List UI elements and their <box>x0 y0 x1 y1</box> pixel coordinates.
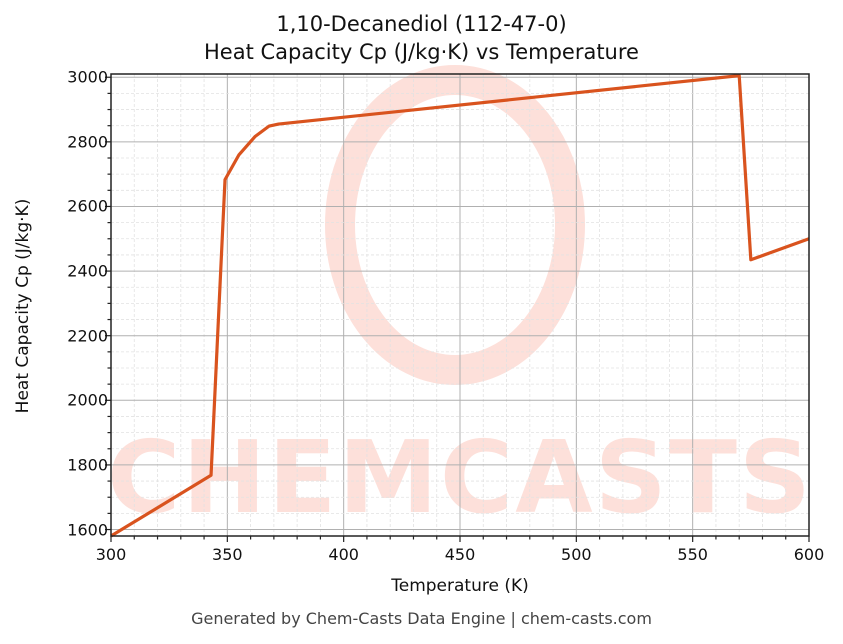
watermark-text: CHEMCASTS <box>107 419 813 536</box>
footer-credit: Generated by Chem-Casts Data Engine | ch… <box>191 609 652 628</box>
x-tick-label: 350 <box>212 545 243 564</box>
chart-title-line1: 1,10-Decanediol (112-47-0) <box>276 12 567 36</box>
x-tick-label: 550 <box>677 545 708 564</box>
watermark-logo-icon <box>325 65 585 385</box>
y-tick-label: 1800 <box>67 455 108 475</box>
x-tick-label: 450 <box>444 545 476 564</box>
y-tick-label: 2200 <box>67 326 108 346</box>
x-tick-label: 300 <box>95 545 127 564</box>
chart-title-line2: Heat Capacity Cp (J/kg·K) vs Temperature <box>204 40 639 64</box>
y-axis-label: Heat Capacity Cp (J/kg·K) <box>13 198 33 414</box>
y-tick-label: 3000 <box>67 67 108 87</box>
y-tick-label: 2600 <box>67 196 108 216</box>
x-tick-label: 600 <box>793 545 825 564</box>
y-tick-label: 2400 <box>67 261 108 281</box>
y-tick-label: 2800 <box>67 132 108 152</box>
x-tick-label: 400 <box>328 545 359 564</box>
x-tick-label: 500 <box>561 545 592 564</box>
x-axis-label: Temperature (K) <box>391 576 529 596</box>
y-tick-label: 2000 <box>67 390 108 410</box>
y-tick-label: 1600 <box>67 520 108 540</box>
cp-line <box>110 74 810 538</box>
